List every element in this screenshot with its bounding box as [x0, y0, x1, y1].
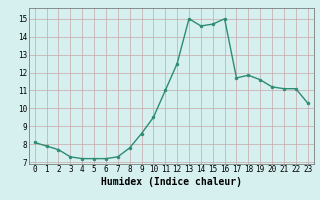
X-axis label: Humidex (Indice chaleur): Humidex (Indice chaleur): [101, 177, 242, 187]
